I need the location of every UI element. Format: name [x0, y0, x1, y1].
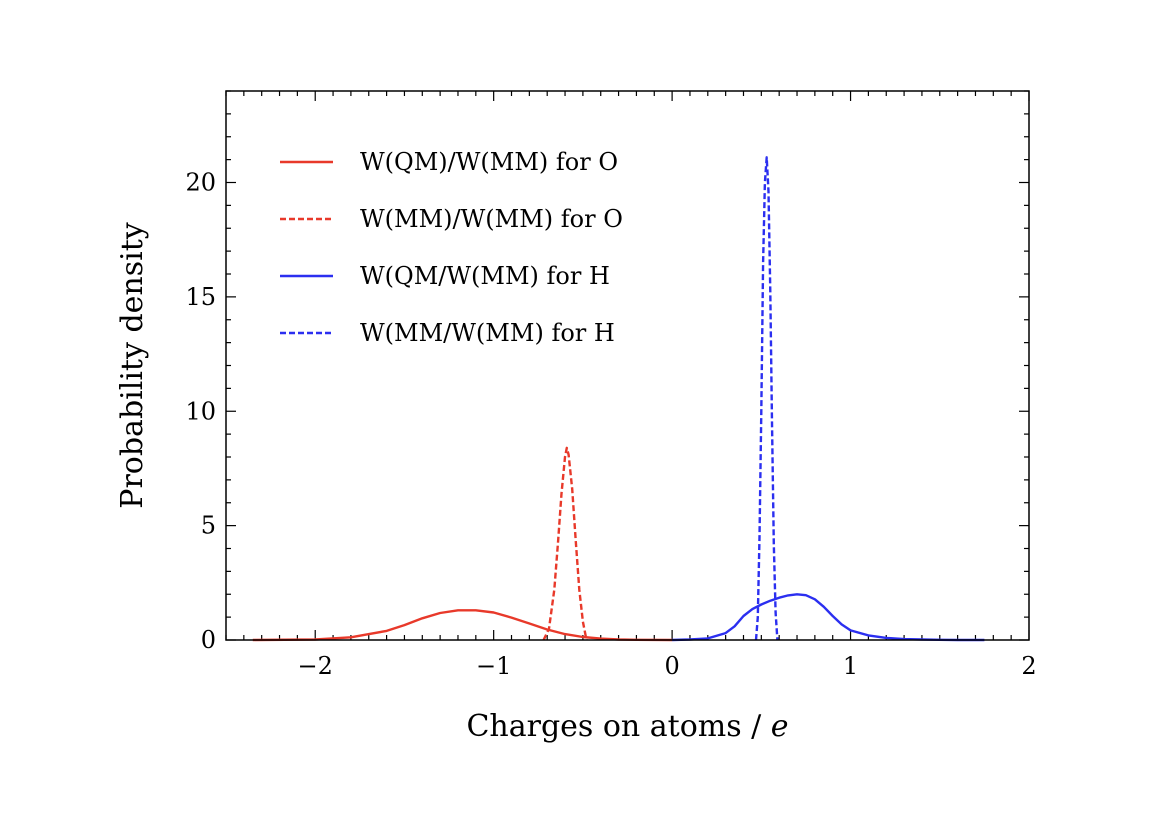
x-tick-labels: −2 −1 0 1 2: [298, 652, 1037, 680]
legend-label-1: W(QM)/W(MM) for O: [360, 148, 618, 176]
x-tick-label: 2: [1021, 652, 1036, 680]
y-tick-label: 15: [185, 283, 216, 311]
y-tick-label: 5: [201, 512, 216, 540]
x-axis-title-unit: e: [771, 709, 789, 744]
series-line-1: [252, 609, 673, 642]
series-layer: [252, 156, 985, 642]
plot-frame: [225, 90, 1030, 641]
legend-label-2: W(MM)/W(MM) for O: [360, 205, 623, 233]
legend-label-3: W(QM/W(MM) for H: [360, 262, 610, 290]
x-tick-label: 1: [843, 652, 858, 680]
x-axis-title: Charges on atoms / e: [466, 709, 788, 744]
series-line-4: [754, 156, 779, 641]
y-axis-title: Probability density: [115, 222, 150, 509]
legend-label-4: W(MM/W(MM) for H: [360, 319, 615, 347]
series-line-2: [542, 446, 588, 641]
x-tick-label: 0: [664, 652, 679, 680]
y-tick-label: 20: [185, 169, 216, 197]
x-tick-label: −1: [476, 652, 511, 680]
x-axis-ticks: [225, 91, 1030, 640]
x-tick-label: −2: [298, 652, 333, 680]
x-axis-title-sep: /: [742, 709, 771, 744]
y-axis-ticks: [226, 90, 1029, 641]
y-tick-labels: 0 5 10 15 20: [185, 169, 216, 655]
y-tick-label: 10: [185, 397, 216, 425]
legend: W(QM)/W(MM) for O W(MM)/W(MM) for O W(QM/W…: [280, 148, 623, 347]
x-axis-title-text: Charges on atoms: [466, 709, 741, 744]
series-line-3: [672, 593, 985, 642]
y-tick-label: 0: [201, 626, 216, 654]
